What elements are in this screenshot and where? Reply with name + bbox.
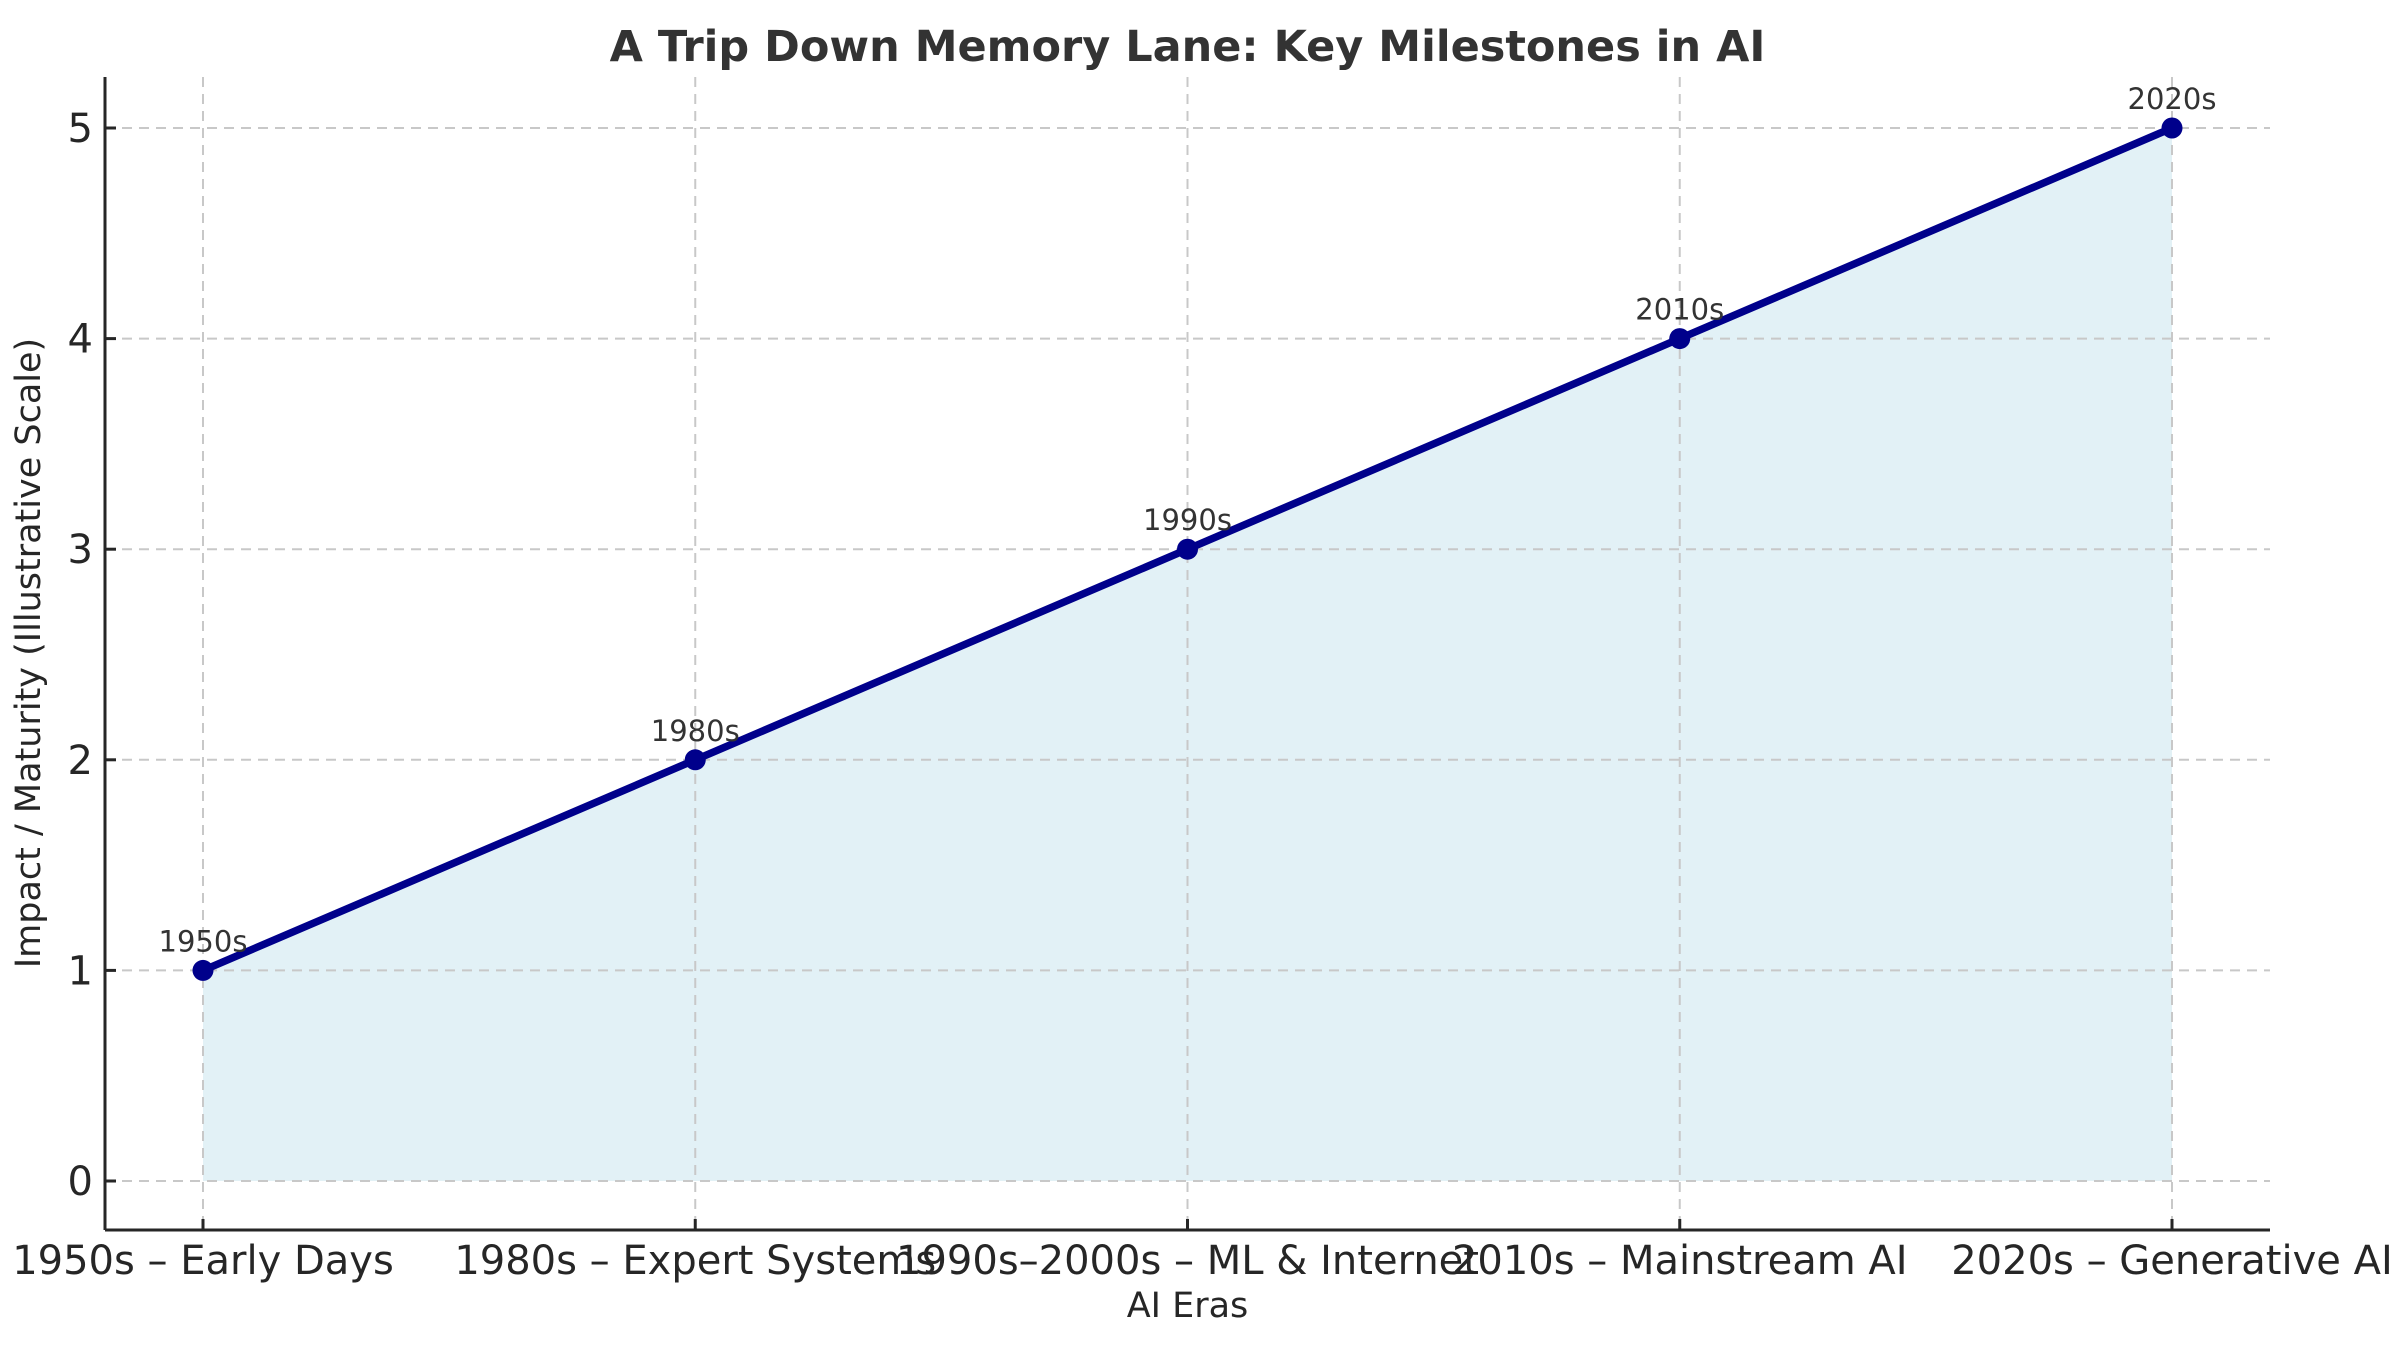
- x-tick-label: 1980s – Expert Systems: [454, 1238, 936, 1284]
- x-axis-label: AI Eras: [1127, 1286, 1249, 1326]
- y-tick-label: 0: [68, 1159, 93, 1205]
- data-point-marker: [684, 749, 706, 771]
- y-tick-label: 5: [68, 106, 93, 152]
- y-axis-label: Impact / Maturity (Illustrative Scale): [9, 338, 49, 968]
- x-tick-label: 2010s – Mainstream AI: [1452, 1238, 1908, 1284]
- x-tick-label: 1950s – Early Days: [12, 1238, 394, 1284]
- data-point-label: 1980s: [651, 714, 740, 748]
- data-point-marker: [2161, 117, 2183, 139]
- y-tick-label: 4: [68, 317, 93, 363]
- data-point-marker: [1669, 328, 1691, 350]
- grid-layer: [105, 77, 2270, 1230]
- data-point-label: 2020s: [2128, 82, 2217, 116]
- data-point-label: 1950s: [159, 924, 248, 958]
- y-tick-label: 1: [68, 948, 93, 994]
- data-point-marker: [1177, 538, 1198, 560]
- axes-layer: [103, 77, 2270, 1232]
- tick-label-layer: 0 1 2 3 4 5 1950s – Early Days 1980s – Expert S…: [12, 106, 2393, 1284]
- chart-title: A Trip Down Memory Lane: Key Milestones …: [610, 22, 1766, 72]
- y-tick-label: 3: [68, 527, 93, 573]
- series-layer: [192, 117, 2183, 981]
- annotation-layer: 1950s 1980s 1990s 2010s 2020s: [159, 82, 2217, 958]
- data-point-label: 1990s: [1143, 503, 1232, 537]
- x-tick-label: 1990s–2000s – ML & Internet: [896, 1238, 1479, 1284]
- data-point-marker: [192, 959, 214, 981]
- x-tick-label: 2020s – Generative AI: [1951, 1238, 2393, 1284]
- y-tick-label: 2: [68, 738, 93, 784]
- data-point-label: 2010s: [1635, 293, 1724, 327]
